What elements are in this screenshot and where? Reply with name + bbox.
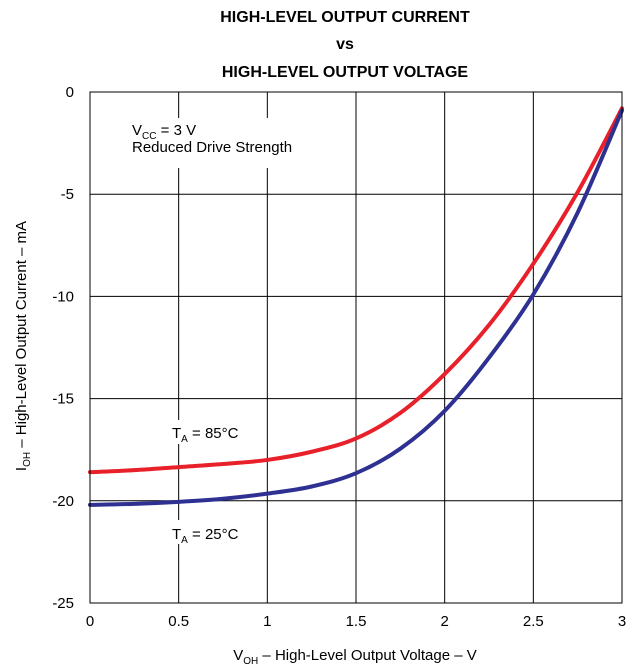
x-axis-label-sub: OH (243, 656, 258, 667)
series-label-85c-sub: A (181, 434, 188, 445)
x-tick-label: 0 (86, 613, 94, 630)
x-tick-label: 1 (263, 613, 271, 630)
x-tick-label: 2.5 (523, 613, 544, 630)
chart-title-line-2: vs (336, 36, 354, 53)
x-axis-label-main: V (233, 647, 243, 664)
y-axis-label-sub: OH (22, 452, 33, 467)
series-label-85c-main: T (172, 425, 181, 442)
y-tick-label: -10 (52, 288, 74, 305)
series-label-85c-rest: = 85°C (188, 425, 239, 442)
vcc-annotation: VCC = 3 V (132, 122, 196, 142)
x-tick-labels: 0 0.5 1 1.5 2 2.5 3 (86, 613, 626, 630)
drive-strength-annotation: Reduced Drive Strength (132, 139, 292, 156)
series-group (88, 106, 624, 507)
y-tick-label: -20 (52, 493, 74, 510)
series-label-25c-main: T (172, 526, 181, 543)
series-label-85c: TA = 85°C (172, 425, 239, 445)
series-label-25c-sub: A (181, 535, 188, 546)
series-label-85-bg (166, 420, 258, 444)
y-tick-labels: 0 -5 -10 -15 -20 -25 (52, 84, 74, 612)
y-tick-label: -5 (61, 186, 74, 203)
y-axis-label: IOH – High-Level Output Current – mA (13, 221, 33, 471)
series-label-25c-rest: = 25°C (188, 526, 239, 543)
series-line-85c (88, 106, 624, 475)
y-tick-label: -15 (52, 391, 74, 408)
x-tick-label: 0.5 (168, 613, 189, 630)
series-label-25-bg (166, 520, 258, 544)
x-axis-label: VOH – High-Level Output Voltage – V (233, 647, 477, 667)
y-axis-label-main: I (13, 467, 30, 471)
chart-title-line-3: HIGH-LEVEL OUTPUT VOLTAGE (222, 64, 469, 81)
y-tick-label: 0 (66, 84, 74, 101)
x-axis-label-rest: – High-Level Output Voltage – V (258, 647, 476, 664)
vcc-annotation-main: V (132, 122, 142, 139)
x-tick-label: 1.5 (346, 613, 367, 630)
vcc-annotation-rest: = 3 V (156, 122, 196, 139)
y-axis-label-rest: – High-Level Output Current – mA (13, 221, 30, 452)
y-tick-label: -25 (52, 595, 74, 612)
plot-frame (89, 91, 623, 604)
x-tick-label: 2 (440, 613, 448, 630)
series-label-25c: TA = 25°C (172, 526, 239, 546)
vcc-annotation-sub: CC (142, 131, 156, 142)
annotation-background (126, 118, 340, 168)
series-line-25c (88, 108, 624, 507)
x-tick-label: 3 (618, 613, 626, 630)
chart-title-line-1: HIGH-LEVEL OUTPUT CURRENT (220, 9, 470, 26)
